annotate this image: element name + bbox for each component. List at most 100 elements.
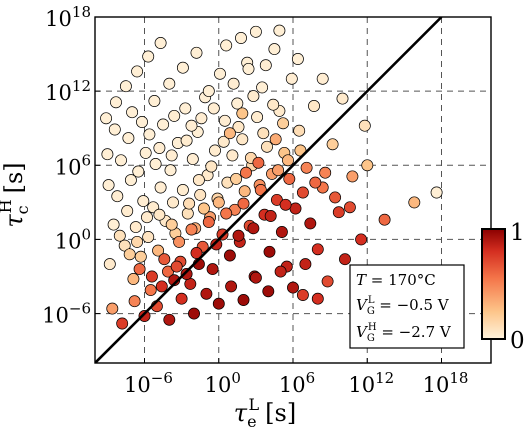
data-point-129 (207, 102, 220, 115)
annotation-line-0-eq: = 170°C (366, 271, 436, 289)
data-point-159 (264, 210, 277, 222)
annotation-line-1-sup: L (368, 295, 375, 306)
data-point-144 (173, 235, 186, 248)
data-point-180 (113, 229, 126, 242)
data-point-109 (136, 116, 148, 128)
data-point-186 (100, 112, 113, 125)
reference-line-y-equals-x (95, 17, 443, 363)
data-point-59 (256, 81, 269, 94)
data-point-139 (212, 196, 225, 209)
y-axis-label: τcH [s] (0, 162, 32, 227)
data-point-194 (240, 166, 252, 179)
data-point-7 (127, 273, 140, 285)
data-point-115 (220, 39, 233, 52)
data-point-108 (122, 132, 135, 145)
data-point-148 (237, 197, 250, 210)
data-point-47 (226, 149, 239, 162)
data-point-130 (227, 77, 240, 90)
data-point-52 (238, 185, 251, 198)
data-point-113 (190, 46, 203, 59)
data-point-16 (149, 158, 162, 170)
data-point-118 (168, 109, 181, 122)
data-point-162 (309, 176, 322, 189)
x-tick-label-3: 1012 (348, 369, 394, 397)
annotation-box: T = 170°C VGL = −0.5 V VGH = −2.7 V (349, 264, 465, 349)
data-point-34 (194, 188, 207, 201)
colorbar-gradient (481, 228, 506, 340)
data-point-91 (116, 317, 129, 330)
data-point-95 (163, 313, 176, 326)
y-tick-labels: 10−6 100 106 1012 1018 (42, 3, 100, 328)
data-point-154 (170, 260, 183, 273)
data-point-78 (311, 243, 324, 256)
data-point-85 (355, 233, 368, 246)
data-point-81 (326, 138, 339, 151)
data-point-103 (262, 285, 275, 298)
annotation-line-1-eq: = −0.5 V (374, 296, 449, 314)
data-point-87 (378, 213, 391, 226)
data-point-170 (316, 72, 329, 85)
data-point-147 (220, 207, 233, 220)
y-tick-label-0: 10−6 (42, 300, 91, 328)
data-point-143 (267, 98, 280, 111)
data-point-114 (202, 85, 215, 98)
annotation-line-2-sub: G (367, 333, 375, 344)
data-point-160 (279, 198, 292, 211)
data-point-12 (139, 146, 152, 159)
annotation-vg-low: VGL = −0.5 V (356, 295, 450, 317)
data-point-128 (195, 112, 208, 125)
data-point-1 (107, 218, 120, 231)
data-point-5 (121, 205, 134, 217)
data-point-97 (188, 307, 200, 320)
data-point-137 (183, 197, 196, 210)
data-point-134 (217, 135, 230, 148)
data-point-122 (108, 123, 121, 136)
data-point-125 (153, 142, 166, 154)
data-point-168 (358, 119, 371, 132)
data-point-6 (124, 174, 137, 187)
data-point-151 (282, 154, 294, 167)
y-tick-label-4: 1018 (45, 3, 91, 31)
x-tick-label-1: 100 (205, 369, 241, 397)
data-point-39 (206, 263, 219, 276)
data-point-89 (408, 196, 421, 209)
data-point-131 (242, 62, 255, 75)
data-point-83 (339, 253, 351, 266)
data-point-184 (153, 208, 166, 221)
data-point-9 (132, 165, 145, 178)
data-point-192 (223, 127, 236, 140)
data-point-82 (332, 206, 345, 219)
data-point-111 (163, 77, 176, 90)
data-point-178 (180, 268, 193, 280)
y-axis-label-sup: H (0, 199, 15, 213)
data-point-75 (300, 161, 313, 174)
scatter-points (100, 24, 443, 330)
data-point-13 (142, 231, 155, 243)
y-axis-label-unit: [s] (0, 162, 28, 193)
annotation-line-2-main: V (356, 323, 369, 341)
data-point-173 (259, 59, 272, 72)
y-axis-label-sub: c (13, 205, 32, 214)
data-point-70 (283, 172, 296, 185)
data-point-181 (123, 248, 136, 261)
data-point-133 (205, 160, 218, 173)
data-point-185 (165, 218, 178, 231)
annotation-line-0-main: T (356, 271, 367, 289)
data-point-44 (218, 114, 231, 127)
data-point-157 (232, 229, 245, 242)
data-point-105 (287, 281, 299, 294)
data-point-28 (179, 102, 192, 115)
data-point-156 (210, 238, 223, 251)
data-point-187 (110, 96, 122, 109)
data-point-77 (308, 100, 320, 112)
data-point-46 (223, 249, 236, 262)
data-point-196 (269, 133, 282, 146)
x-axis-label: τeL [s] (234, 395, 296, 431)
x-axis-label-unit: [s] (265, 399, 296, 427)
data-point-124 (143, 128, 156, 141)
data-point-120 (102, 179, 115, 192)
x-tick-label-0: 10−6 (124, 369, 173, 397)
data-point-119 (185, 119, 198, 132)
data-point-117 (249, 25, 262, 38)
